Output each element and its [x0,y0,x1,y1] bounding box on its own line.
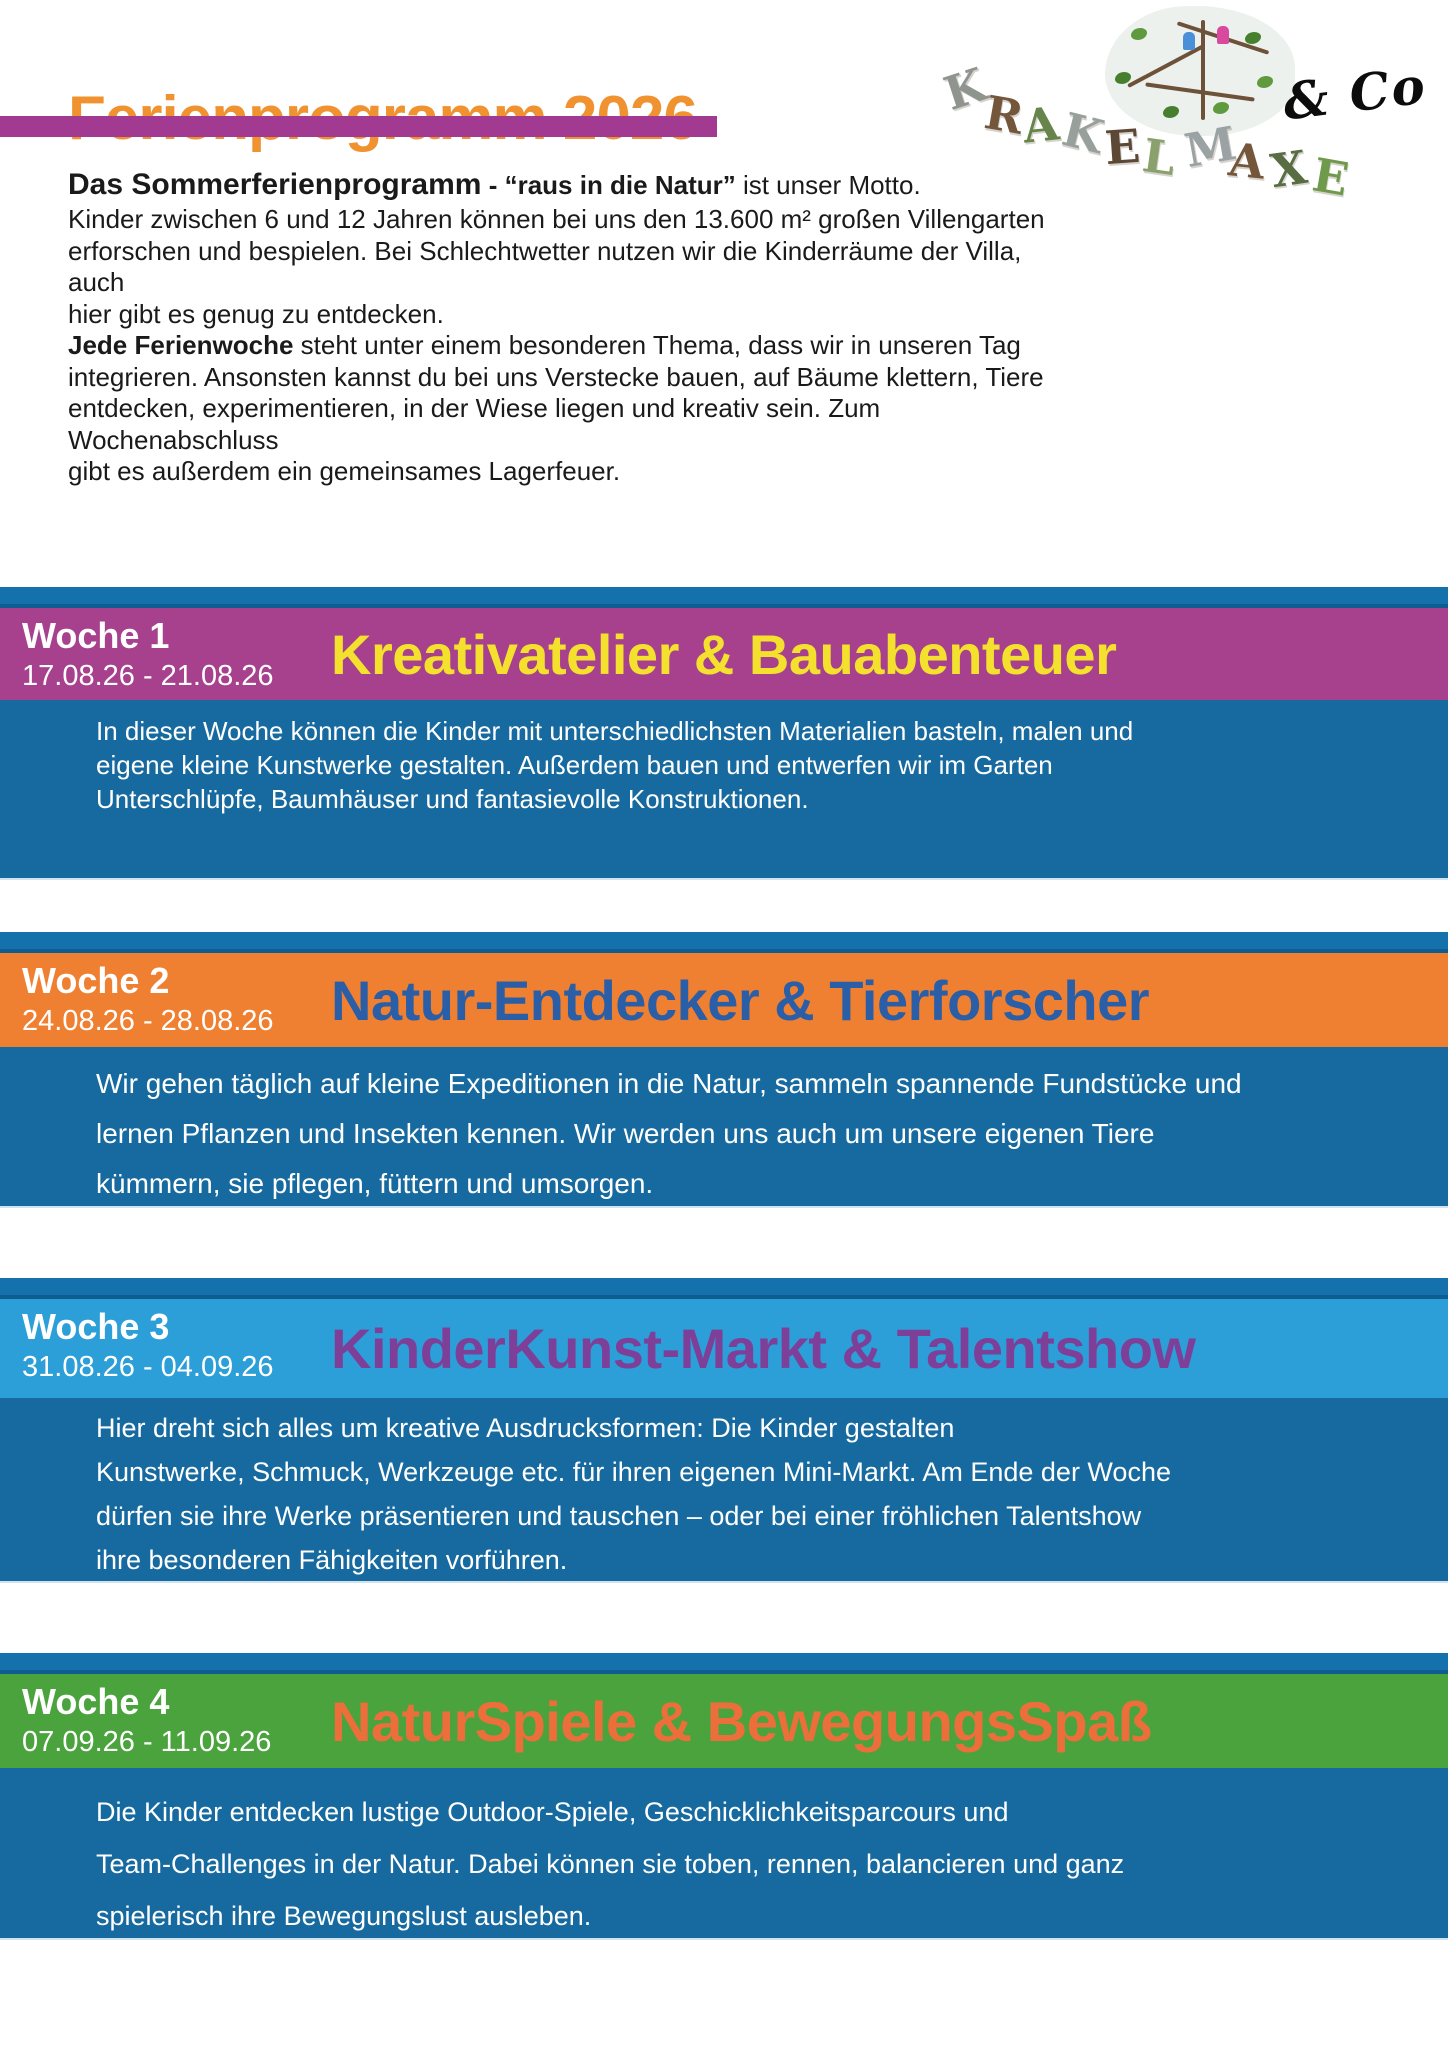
week-label: Woche 3 [22,1306,170,1347]
week-description: Die Kinder entdecken lustige Outdoor-Spi… [96,1797,1125,1931]
week3-title: KinderKunst-Markt & Talentshow [331,1317,1196,1380]
logo-letter: E [1103,118,1142,176]
intro-paragraph: Kinder zwischen 6 und 12 Jahren können b… [68,204,1045,329]
leaf-icon [1131,28,1147,40]
accent-bar [0,116,717,137]
logo-letter: K [1057,101,1109,165]
intro-lead-rest: ist unser Motto. [735,170,921,200]
logo-letter: A [1226,132,1268,190]
week4-panel: Die Kinder entdecken lustige Outdoor-Spi… [0,1768,1448,1940]
week4-band: Woche 4 07.09.26 - 11.09.26 NaturSpiele … [0,1674,1448,1768]
week4-title: NaturSpiele & BewegungsSpaß [331,1689,1152,1753]
intro-para2-rest: steht unter einem besonderen Thema, dass… [293,330,1021,360]
section-divider-strip [0,587,1448,608]
leaf-icon [1213,102,1229,114]
section-divider-strip [0,1653,1448,1674]
leaf-icon [1163,106,1179,118]
week3-band: Woche 3 31.08.26 - 04.09.26 KinderKunst-… [0,1299,1448,1398]
leaf-icon [1245,32,1261,44]
logo-tree-blob [1105,6,1295,136]
logo-letter: K [937,57,993,121]
week-description: Hier dreht sich alles um kreative Ausdru… [96,1413,1171,1575]
logo-letter: A [1020,96,1062,154]
week1-panel: In dieser Woche können die Kinder mit un… [0,700,1448,880]
week-label: Woche 1 [22,615,170,656]
logo-letter: R [980,85,1028,145]
week3-panel: Hier dreht sich alles um kreative Ausdru… [0,1398,1448,1583]
leaf-icon [1257,76,1273,88]
toy-figure-icon [1217,26,1229,44]
week-description: Wir gehen täglich auf kleine Expeditione… [96,1068,1242,1199]
toy-figure-icon [1183,32,1195,50]
week-description: In dieser Woche können die Kinder mit un… [96,716,1134,814]
week2-title: Natur-Entdecker & Tierforscher [331,968,1150,1032]
week1-title: Kreativatelier & Bauabenteuer [331,622,1117,686]
section-divider-strip [0,932,1448,953]
intro-text: Das Sommerferienprogramm - “raus in die … [68,166,1058,488]
week2-panel: Wir gehen täglich auf kleine Expeditione… [0,1047,1448,1208]
intro-paragraph2-first: Jede Ferienwoche steht unter einem beson… [68,330,1058,362]
week-dates: 24.08.26 - 28.08.26 [22,1005,274,1037]
intro-lead-bold: Das Sommerferienprogramm [68,168,482,201]
week3-id: Woche 3 31.08.26 - 04.09.26 [0,1299,315,1398]
week-dates: 17.08.26 - 21.08.26 [22,660,274,692]
week-dates: 07.09.26 - 11.09.26 [22,1726,272,1758]
twig-icon [1127,44,1205,88]
intro-lead-quote: “raus in die Natur” [504,170,736,200]
week-label: Woche 2 [22,960,170,1001]
leaf-icon [1115,72,1131,84]
week-dates: 31.08.26 - 04.09.26 [22,1351,274,1383]
week4-id: Woche 4 07.09.26 - 11.09.26 [0,1674,315,1768]
week-label: Woche 4 [22,1681,170,1722]
logo-letter: L [1139,128,1179,186]
section-divider-strip [0,1278,1448,1299]
logo-letter: X [1267,139,1311,199]
week2-id: Woche 2 24.08.26 - 28.08.26 [0,953,315,1047]
week2-band: Woche 2 24.08.26 - 28.08.26 Natur-Entdec… [0,953,1448,1047]
intro-para2-bold: Jede Ferienwoche [68,330,294,360]
week1-id: Woche 1 17.08.26 - 21.08.26 [0,608,315,700]
twig-icon [1145,82,1255,102]
logo-co-text: & Co [1279,55,1430,132]
logo-letter: E [1308,147,1353,207]
intro-lead: Das Sommerferienprogramm - “raus in die … [68,166,1058,204]
intro-paragraph: integrieren. Ansonsten kannst du bei uns… [68,361,1044,487]
week1-band: Woche 1 17.08.26 - 21.08.26 Kreativateli… [0,608,1448,700]
twig-icon [1201,20,1205,120]
intro-lead-sep: - [481,170,505,200]
